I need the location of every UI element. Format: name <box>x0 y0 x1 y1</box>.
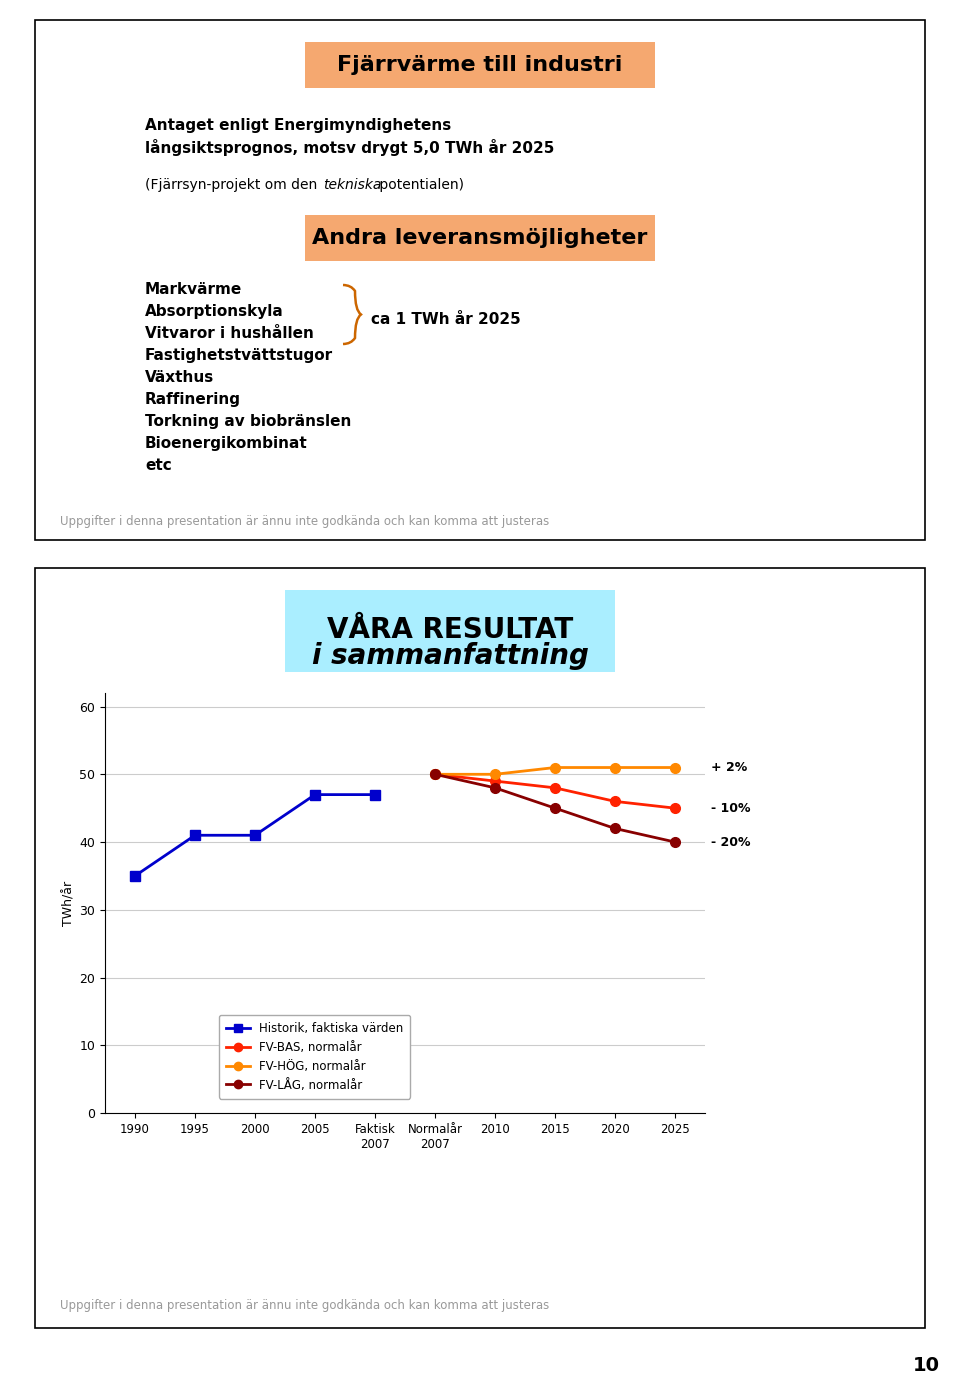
Text: tekniska: tekniska <box>323 178 381 192</box>
Text: Absorptionskyla: Absorptionskyla <box>145 304 284 319</box>
Text: Uppgifter i denna presentation är ännu inte godkända och kan komma att justeras: Uppgifter i denna presentation är ännu i… <box>60 1299 549 1313</box>
Text: ca 1 TWh år 2025: ca 1 TWh år 2025 <box>371 312 520 328</box>
Bar <box>285 590 615 672</box>
Text: Torkning av biobränslen: Torkning av biobränslen <box>145 414 351 429</box>
Text: Växthus: Växthus <box>145 369 214 385</box>
Bar <box>35 567 925 1328</box>
Bar <box>305 215 655 261</box>
Text: potentialen): potentialen) <box>375 178 464 192</box>
Text: Markvärme: Markvärme <box>145 282 242 297</box>
Y-axis label: TWh/år: TWh/år <box>62 881 75 926</box>
Text: etc: etc <box>145 459 172 473</box>
Text: + 2%: + 2% <box>711 761 747 774</box>
Text: Vitvaror i hushållen: Vitvaror i hushållen <box>145 326 314 342</box>
Bar <box>305 42 655 88</box>
Text: Uppgifter i denna presentation är ännu inte godkända och kan komma att justeras: Uppgifter i denna presentation är ännu i… <box>60 516 549 528</box>
Text: - 10%: - 10% <box>711 802 751 814</box>
Text: Andra leveransmöjligheter: Andra leveransmöjligheter <box>312 229 648 248</box>
Text: - 20%: - 20% <box>711 835 751 849</box>
Text: (Fjärrsyn-projekt om den: (Fjärrsyn-projekt om den <box>145 178 322 192</box>
Legend: Historik, faktiska värden, FV-BAS, normalår, FV-HÖG, normalår, FV-LÅG, normalår: Historik, faktiska värden, FV-BAS, norma… <box>219 1015 410 1098</box>
Text: Raffinering: Raffinering <box>145 392 241 407</box>
Text: 10: 10 <box>913 1356 940 1374</box>
Text: VÅRA RESULTAT: VÅRA RESULTAT <box>326 616 573 644</box>
Text: i sammanfattning: i sammanfattning <box>312 643 588 671</box>
Text: Fastighetstvättstugor: Fastighetstvättstugor <box>145 348 333 362</box>
Text: Fjärrvärme till industri: Fjärrvärme till industri <box>337 54 623 75</box>
Text: Bioenergikombinat: Bioenergikombinat <box>145 436 308 452</box>
Text: Antaget enligt Energimyndighetens
långsiktsprognos, motsv drygt 5,0 TWh år 2025: Antaget enligt Energimyndighetens långsi… <box>145 118 554 156</box>
Bar <box>35 20 925 539</box>
